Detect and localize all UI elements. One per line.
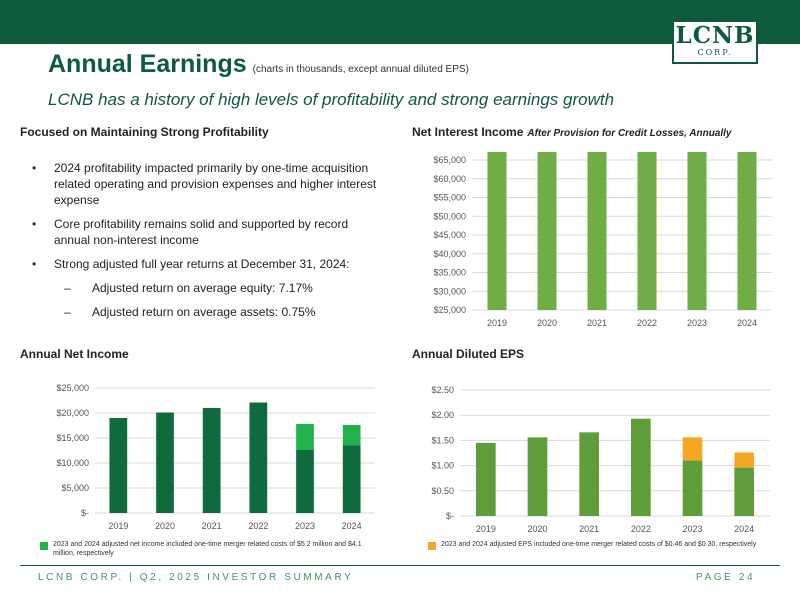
bar <box>527 437 548 516</box>
net-income-note: 2023 and 2024 adjusted net income includ… <box>53 541 362 557</box>
y-tick-label: $0.50 <box>431 486 454 496</box>
y-tick-label: $2.00 <box>431 410 454 420</box>
y-tick-label: $- <box>446 511 454 521</box>
nii-heading: Net Interest Income After Provision for C… <box>412 125 732 139</box>
page-title-note: (charts in thousands, except annual dilu… <box>252 64 469 75</box>
footer-text: LCNB CORP. | Q2, 2025 INVESTOR SUMMARY <box>38 572 354 583</box>
x-tick-label: 2022 <box>248 521 268 531</box>
sub-bullet-text: Adjusted return on average assets: 0.75% <box>92 305 316 319</box>
profitability-heading: Focused on Maintaining Strong Profitabil… <box>20 125 269 139</box>
y-tick-label: $55,000 <box>433 193 466 203</box>
logo-subtext: CORP. <box>697 48 733 57</box>
x-tick-label: 2023 <box>682 524 702 534</box>
x-tick-label: 2019 <box>108 521 128 531</box>
bar-segment <box>296 424 314 450</box>
bar <box>737 152 757 310</box>
page-number: PAGE 24 <box>696 572 756 583</box>
nii-title: Net Interest Income <box>412 125 524 139</box>
bar <box>687 152 707 310</box>
bar <box>579 432 599 516</box>
y-tick-label: $20,000 <box>56 408 89 418</box>
bar <box>587 152 607 310</box>
y-tick-label: $2.50 <box>431 385 454 395</box>
bullet-text: Core profitability remains solid and sup… <box>54 217 349 247</box>
y-tick-label: $65,000 <box>433 155 466 165</box>
bullet-item: • Core profitability remains solid and su… <box>32 217 349 247</box>
sub-bullet-item: – Adjusted return on average equity: 7.17… <box>64 281 313 295</box>
bullet-text: Strong adjusted full year returns at Dec… <box>54 257 350 271</box>
bar <box>637 152 657 310</box>
y-tick-label: $15,000 <box>56 433 89 443</box>
x-tick-label: 2024 <box>734 524 754 534</box>
y-tick-label: $40,000 <box>433 249 466 259</box>
bar <box>296 450 314 513</box>
bar <box>476 442 496 516</box>
bar <box>202 408 221 513</box>
x-tick-label: 2022 <box>631 524 651 534</box>
y-tick-label: $30,000 <box>433 286 466 296</box>
bullet-text: 2024 profitability impacted primarily by… <box>54 161 377 207</box>
y-tick-label: $25,000 <box>433 305 466 315</box>
lcnb-logo: LCNB CORP. <box>672 20 758 64</box>
x-tick-label: 2024 <box>342 521 362 531</box>
x-tick-label: 2020 <box>527 524 547 534</box>
eps-heading: Annual Diluted EPS <box>412 347 525 361</box>
y-tick-label: $25,000 <box>56 383 89 393</box>
y-tick-label: $10,000 <box>56 458 89 468</box>
diluted-eps-chart: $- $0.50 $1.00 $1.50 $2.00 $2.50 2019 2020 2021 2… <box>431 385 770 534</box>
page-title: Annual Earnings (charts in thousands, exc… <box>48 50 469 79</box>
bar <box>109 418 128 513</box>
y-tick-label: $35,000 <box>433 268 466 278</box>
x-tick-label: 2023 <box>687 318 707 328</box>
net-interest-income-chart: $25,000 $30,000 $35,000 $40,000 $45,000 $50,0… <box>433 152 772 328</box>
page-title-text: Annual Earnings <box>48 50 247 78</box>
x-tick-label: 2021 <box>579 524 599 534</box>
bullet-item: • 2024 profitability impacted primarily b… <box>32 161 377 207</box>
bar <box>156 412 174 513</box>
bar <box>249 402 268 513</box>
y-tick-label: $- <box>81 508 89 518</box>
bullet-item: • Strong adjusted full year returns at De… <box>32 257 350 271</box>
x-tick-label: 2021 <box>587 318 607 328</box>
footer-divider <box>20 565 780 566</box>
bar <box>342 445 361 513</box>
net-income-note-swatch <box>40 542 48 550</box>
bar <box>487 152 507 310</box>
sub-bullet-item: – Adjusted return on average assets: 0.75… <box>64 305 316 319</box>
bar <box>537 152 557 310</box>
eps-note-swatch <box>428 542 436 550</box>
net-income-heading: Annual Net Income <box>20 347 129 361</box>
y-tick-label: $50,000 <box>433 211 466 221</box>
bar <box>682 460 703 516</box>
logo-text: LCNB <box>675 22 755 49</box>
nii-subtitle: After Provision for Credit Losses, Annua… <box>527 128 732 139</box>
bar-segment <box>734 452 754 468</box>
y-tick-label: $5,000 <box>61 483 89 493</box>
x-tick-label: 2024 <box>737 318 757 328</box>
x-tick-label: 2022 <box>637 318 657 328</box>
x-tick-label: 2021 <box>202 521 222 531</box>
y-tick-label: $60,000 <box>433 174 466 184</box>
bar-segment <box>682 437 703 461</box>
bar-segment <box>342 425 361 446</box>
net-income-chart: $- $5,000 $10,000 $15,000 $20,000 $25,000 2019… <box>56 383 375 531</box>
x-tick-label: 2019 <box>487 318 507 328</box>
x-tick-label: 2020 <box>155 521 175 531</box>
x-tick-label: 2020 <box>537 318 557 328</box>
bar <box>734 467 754 516</box>
bar <box>631 418 651 516</box>
x-tick-label: 2023 <box>295 521 315 531</box>
page-subtitle: LCNB has a history of high levels of pro… <box>48 90 615 109</box>
x-tick-label: 2019 <box>476 524 496 534</box>
profitability-bullets: • 2024 profitability impacted primarily b… <box>28 160 383 328</box>
header-bar <box>0 0 800 44</box>
y-tick-label: $1.00 <box>431 461 454 471</box>
sub-bullet-text: Adjusted return on average equity: 7.17% <box>92 281 313 295</box>
y-tick-label: $1.50 <box>431 435 454 445</box>
y-tick-label: $45,000 <box>433 230 466 240</box>
eps-note: 2023 and 2024 adjusted EPS included one-… <box>441 541 757 548</box>
